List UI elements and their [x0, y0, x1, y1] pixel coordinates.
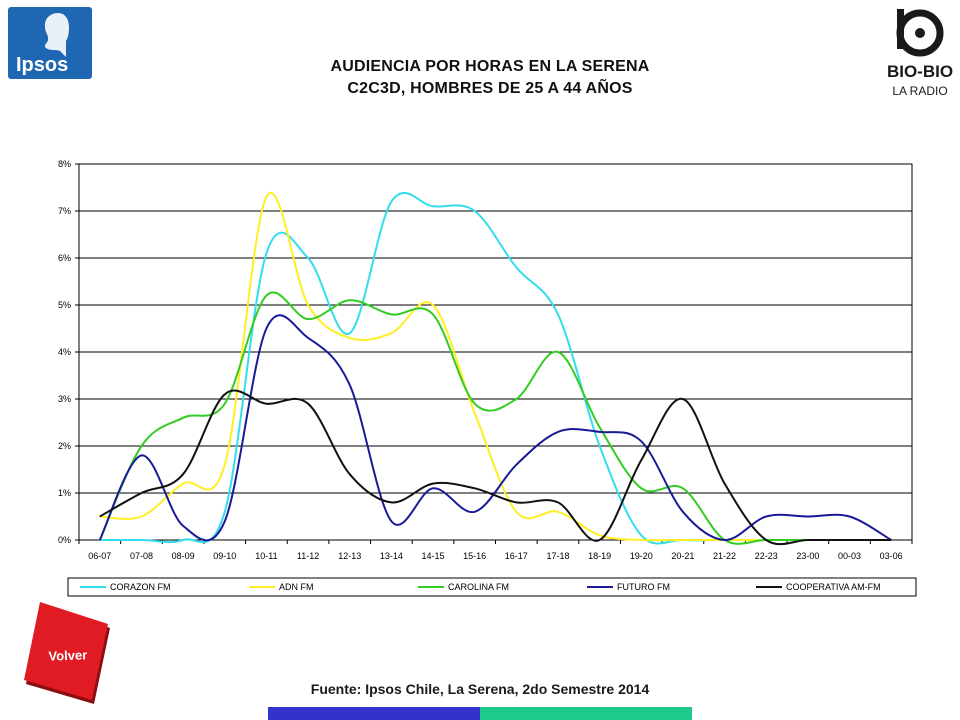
biobio-logo: BIO-BIO LA RADIO — [887, 9, 953, 98]
x-tick-label: 21-22 — [713, 551, 736, 561]
chart-title-line1: AUDIENCIA POR HORAS EN LA SERENA — [330, 58, 650, 75]
y-tick-label: 3% — [58, 394, 71, 404]
x-tick-label: 23-00 — [796, 551, 819, 561]
chart-title-line2: C2C3D, HOMBRES DE 25 A 44 AÑOS — [347, 80, 633, 97]
y-axis-tick-labels: 0% 1% 2% 3% 4% 5% 6% 7% 8% — [58, 159, 79, 545]
x-tick-label: 07-08 — [130, 551, 153, 561]
y-tick-label: 0% — [58, 535, 71, 545]
series-line-5 — [99, 389, 892, 546]
x-tick-label: 11-12 — [297, 551, 319, 561]
legend-label: CAROLINA FM — [448, 582, 509, 592]
x-tick-label: 09-10 — [213, 551, 236, 561]
series-line-3 — [98, 291, 892, 545]
biobio-logo-subtext: LA RADIO — [892, 84, 947, 98]
source-note: Fuente: Ipsos Chile, La Serena, 2do Seme… — [310, 681, 650, 697]
x-tick-label: 03-06 — [880, 551, 903, 561]
x-axis-tick-labels: 06-07 07-08 08-09 09-10 10-11 11-12 12-13 13-14… — [78, 540, 913, 561]
y-tick-label: 4% — [58, 347, 71, 357]
legend-label: COOPERATIVA AM-FM — [786, 582, 881, 592]
x-tick-label: 15-16 — [463, 551, 486, 561]
x-tick-label: 17-18 — [546, 551, 569, 561]
x-tick-label: 10-11 — [255, 551, 277, 561]
series-lines — [98, 192, 892, 546]
x-tick-label: 14-15 — [422, 551, 445, 561]
x-tick-label: 19-20 — [630, 551, 653, 561]
volver-label: Volver — [48, 647, 87, 663]
footer-bar-blue — [268, 707, 480, 720]
x-tick-label: 20-21 — [671, 551, 694, 561]
x-tick-label: 12-13 — [338, 551, 361, 561]
x-tick-label: 18-19 — [588, 551, 611, 561]
x-tick-label: 06-07 — [88, 551, 111, 561]
x-tick-label: 16-17 — [505, 551, 528, 561]
x-tick-label: 00-03 — [838, 551, 861, 561]
y-tick-label: 5% — [58, 300, 71, 310]
y-tick-label: 6% — [58, 253, 71, 263]
volver-button[interactable]: Volver — [22, 602, 114, 706]
biobio-logo-text: BIO-BIO — [887, 62, 953, 81]
y-tick-label: 1% — [58, 488, 71, 498]
grid-lines — [79, 210, 912, 494]
x-tick-label: 22-23 — [755, 551, 778, 561]
footer-bar-green — [480, 707, 692, 720]
series-line-2 — [99, 192, 892, 542]
x-tick-label: 13-14 — [380, 551, 403, 561]
y-tick-label: 7% — [58, 206, 71, 216]
series-line-4 — [98, 314, 892, 542]
legend-label: CORAZON FM — [110, 582, 171, 592]
audience-line-chart: 0% 1% 2% 3% 4% 5% 6% 7% 8% 06-07 07-08 08-09 09-10 1… — [58, 159, 917, 597]
legend: CORAZON FM ADN FM CAROLINA FM FUTURO FM COOP… — [80, 582, 881, 592]
ipsos-logo-text: Ipsos — [16, 54, 68, 76]
legend-label: FUTURO FM — [617, 582, 670, 592]
x-tick-label: 08-09 — [172, 551, 195, 561]
chart-title: AUDIENCIA POR HORAS EN LA SERENA C2C3D, … — [200, 56, 780, 100]
legend-box — [67, 577, 917, 597]
y-tick-label: 8% — [58, 159, 71, 169]
ipsos-logo: Ipsos — [8, 7, 92, 79]
y-tick-label: 2% — [58, 441, 71, 451]
legend-label: ADN FM — [279, 582, 314, 592]
